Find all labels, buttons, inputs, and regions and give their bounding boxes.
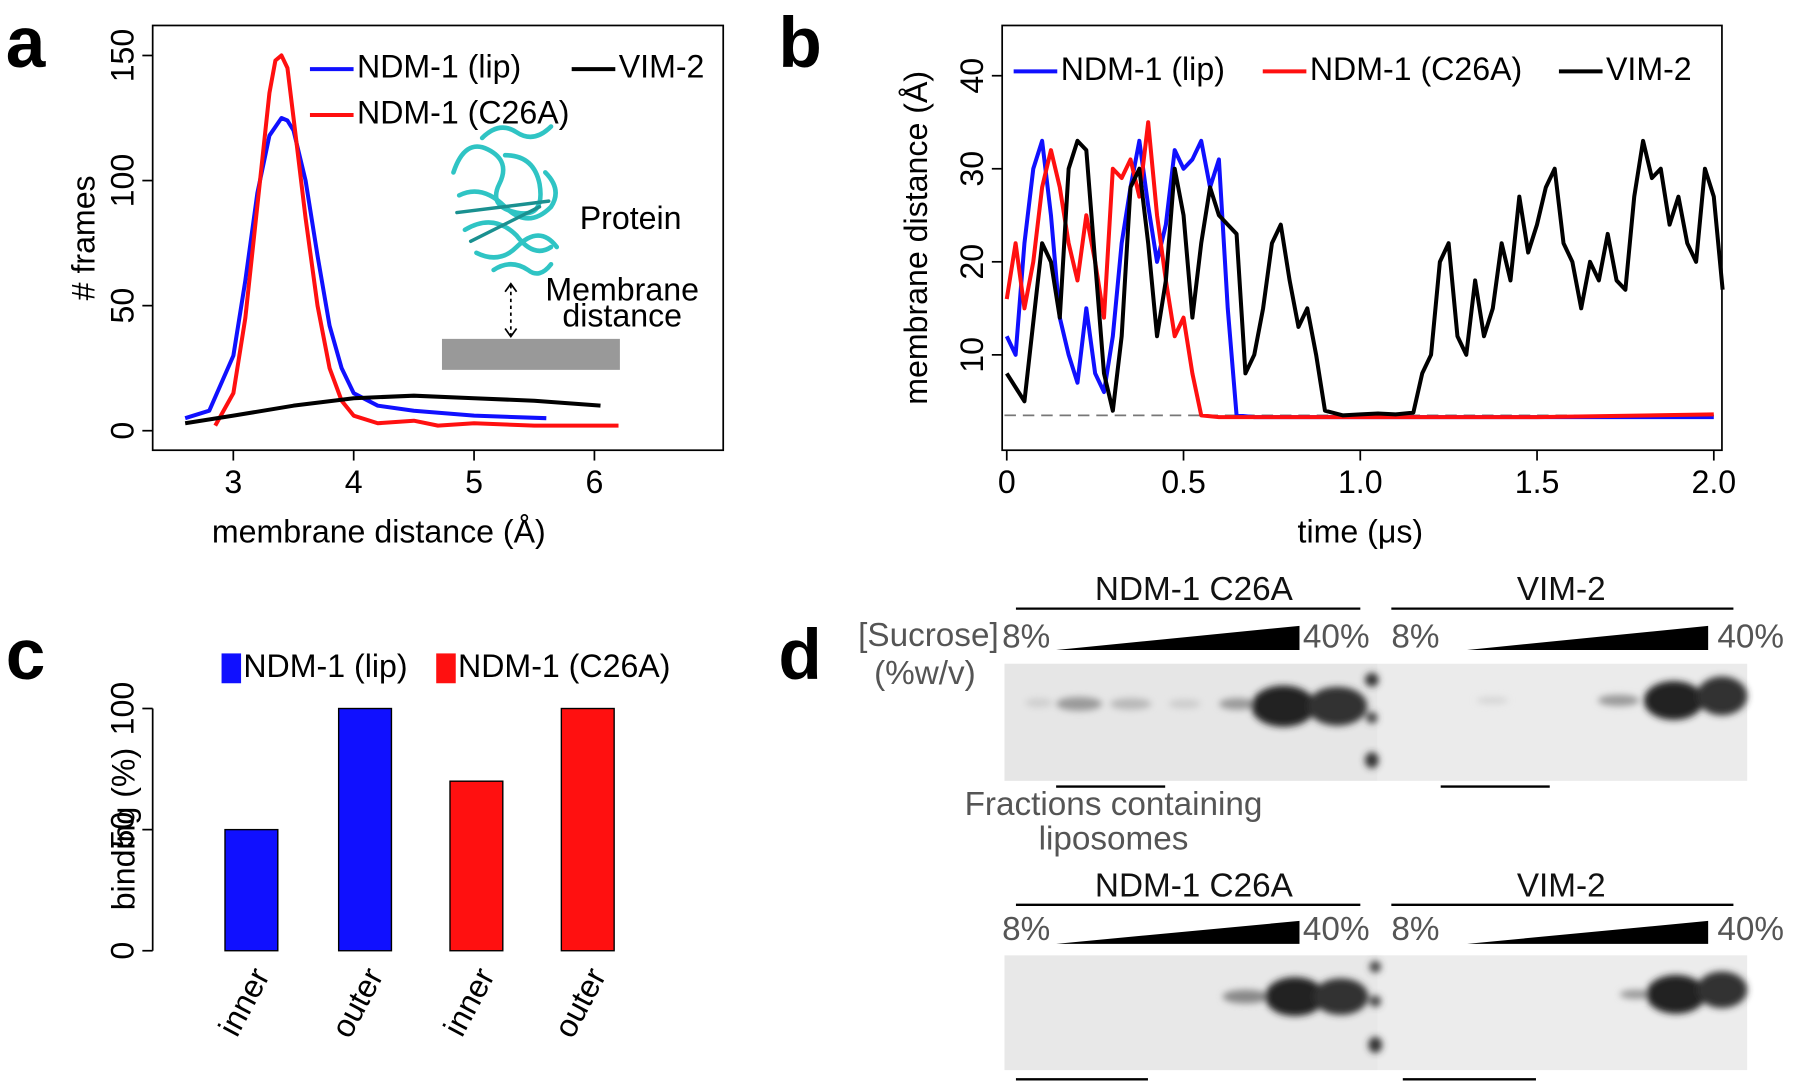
panel-label: c	[6, 616, 46, 695]
gel-lane	[1377, 663, 1748, 781]
x-tick-label: inner	[211, 961, 276, 1041]
x-tick-label: 0	[998, 464, 1016, 500]
membrane	[441, 338, 620, 370]
legend-label: NDM-1 (C26A)	[357, 94, 569, 130]
y-axis-label: membrane distance (Å)	[898, 71, 934, 405]
legend-swatch	[221, 653, 242, 684]
series-line	[1005, 138, 1725, 418]
y-tick-label: 0	[105, 422, 141, 440]
legend-label: NDM-1 (C26A)	[1310, 51, 1522, 87]
gel-lane	[1004, 663, 1378, 781]
x-tick-label: inner	[436, 961, 501, 1041]
x-tick-label: outer	[547, 962, 613, 1044]
y-tick-label: 50	[105, 812, 141, 848]
x-tick-label: 5	[465, 464, 483, 500]
gradient-low: 8%	[1391, 911, 1439, 948]
y-tick-label: 100	[105, 682, 141, 736]
panel-label: b	[778, 4, 821, 83]
legend-swatch	[436, 653, 456, 684]
gradient-high: 40%	[1303, 911, 1370, 948]
gradient-wedge	[1467, 920, 1709, 944]
legend-label: NDM-1 (lip)	[357, 49, 521, 85]
gradient-high: 40%	[1717, 618, 1784, 655]
note: Fractions containing	[965, 786, 1263, 823]
y-tick-label: 0	[105, 942, 141, 960]
gel-header: VIM-2	[1517, 867, 1606, 904]
legend-label: NDM-1 (lip)	[1061, 51, 1225, 87]
axis-label: (%w/v)	[874, 655, 976, 692]
y-tick-label: 10	[954, 337, 990, 373]
x-tick-label: 2.0	[1691, 464, 1736, 500]
x-axis-label: membrane distance (Å)	[212, 514, 546, 550]
x-tick-label: 6	[585, 464, 603, 500]
gel-panel: NDM-1 C26A VIM-2 [Sucrose] (%w/v) 8% 40%…	[858, 571, 1784, 1081]
x-tick-label: 4	[345, 464, 363, 500]
bar	[337, 707, 393, 952]
legend-label: NDM-1 (lip)	[243, 648, 407, 684]
gel-lane	[1377, 955, 1748, 1071]
y-tick-label: 30	[954, 151, 990, 187]
x-tick-label: 1.0	[1338, 464, 1383, 500]
y-tick-label: 100	[105, 154, 141, 208]
bar	[224, 828, 279, 952]
y-axis-label: binding (%)	[106, 748, 142, 911]
gradient-low: 8%	[1002, 911, 1050, 948]
y-tick-label: 50	[105, 288, 141, 324]
y-tick-label: 40	[954, 58, 990, 94]
gradient-wedge	[1467, 625, 1709, 650]
y-tick-label: 150	[105, 29, 141, 83]
bands	[1222, 961, 1748, 1053]
bands	[1025, 672, 1748, 769]
x-tick-label: 0.5	[1161, 464, 1206, 500]
series-line	[213, 53, 619, 428]
series-line	[184, 115, 547, 421]
y-tick-label: 20	[954, 244, 990, 280]
gel-header: NDM-1 C26A	[1095, 867, 1294, 904]
gel-header: NDM-1 C26A	[1095, 571, 1294, 608]
panel-label: a	[6, 4, 47, 83]
annotation: Membrane	[545, 271, 699, 307]
panel-label: d	[778, 616, 821, 695]
axis-label: [Sucrose]	[858, 617, 999, 654]
bar	[449, 780, 504, 952]
bar	[560, 707, 615, 952]
y-axis-label: # frames	[66, 175, 102, 300]
series-line	[1004, 120, 1714, 420]
x-axis-label: time (μs)	[1298, 514, 1424, 550]
gradient-low: 8%	[1002, 618, 1050, 655]
gradient-low: 8%	[1391, 618, 1439, 655]
gradient-wedge	[1056, 920, 1300, 944]
annotation: distance	[562, 298, 682, 334]
arrow-heads	[504, 282, 518, 339]
annotation: Protein	[580, 200, 682, 236]
protein-inset	[451, 124, 560, 276]
legend-label: NDM-1 (C26A)	[458, 648, 670, 684]
gel-lane	[1004, 955, 1378, 1071]
x-tick-label: outer	[324, 962, 390, 1044]
gradient-high: 40%	[1717, 911, 1784, 948]
x-tick-label: 1.5	[1515, 464, 1560, 500]
series-line	[1004, 138, 1714, 420]
note: liposomes	[1039, 820, 1189, 857]
gel-header: VIM-2	[1517, 571, 1606, 608]
plot-frame	[151, 24, 725, 452]
legend-label: VIM-2	[619, 49, 705, 85]
x-tick-label: 3	[224, 464, 242, 500]
legend-label: VIM-2	[1606, 51, 1692, 87]
gradient-wedge	[1056, 625, 1300, 650]
gradient-high: 40%	[1303, 618, 1370, 655]
plot-frame	[1001, 24, 1723, 452]
series-line	[184, 393, 601, 426]
